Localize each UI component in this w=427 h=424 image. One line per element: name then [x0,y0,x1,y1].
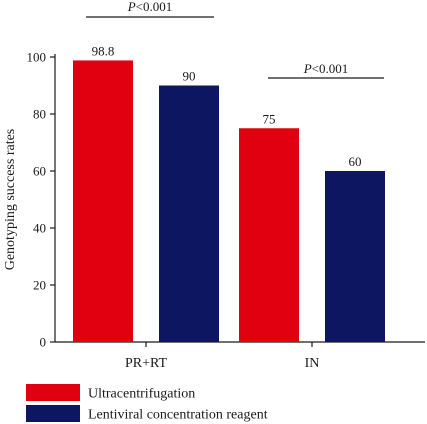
y-tick-label: 40 [33,221,46,236]
bars [73,60,385,343]
y-tick-label: 60 [33,164,46,179]
significance-annotations: P<0.001 P<0.001 [86,0,384,79]
data-label: 75 [263,111,276,126]
legend-swatch [26,405,80,422]
p-value-label: P<0.001 [303,61,349,76]
data-label: 90 [183,69,196,84]
data-label: 60 [349,154,362,169]
bar-lentiviral-1 [325,171,385,342]
y-tick-label: 20 [33,278,46,293]
bar-ultracentrifugation-1 [239,128,299,342]
y-tick-label: 0 [40,335,47,350]
y-tick-label: 80 [33,107,46,122]
category-labels: PR+RT IN [125,342,319,371]
data-label: 98.8 [92,43,115,58]
x-tick-label: IN [305,356,320,371]
bar-lentiviral-0 [159,85,219,342]
p-value-label: P<0.001 [127,0,173,14]
legend: Ultracentrifugation Lentiviral concentrat… [26,384,268,423]
legend-label: Ultracentrifugation [88,387,195,402]
legend-swatch [26,384,80,401]
legend-label: Lentiviral concentration reagent [88,408,268,423]
y-ticks: 0 20 40 60 80 100 [27,50,55,350]
data-labels: 98.8 90 75 60 [92,43,362,169]
x-tick-label: PR+RT [125,356,168,371]
bar-ultracentrifugation-0 [73,60,133,343]
y-axis-label: Genotyping success rates [3,129,18,271]
y-tick-label: 100 [27,50,47,65]
